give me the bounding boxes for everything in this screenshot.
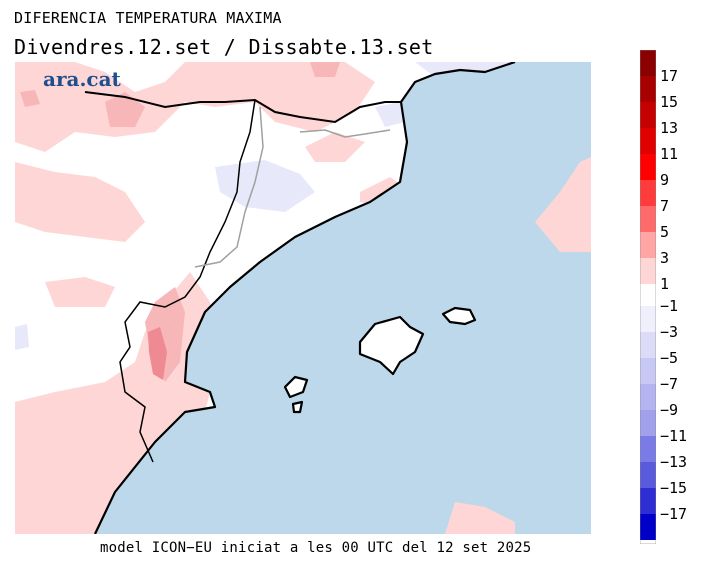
legend-swatch-negative — [640, 358, 656, 384]
warm-anomaly-stronger — [20, 62, 340, 382]
map-subtitle: Divendres.12.set / Dissabte.13.set — [14, 35, 434, 59]
legend-swatch-positive — [640, 76, 656, 102]
legend-label-negative: −9 — [660, 401, 679, 419]
legend-swatch-negative — [640, 306, 656, 332]
island-menorca — [441, 306, 477, 326]
legend-label-positive: 3 — [660, 249, 670, 267]
legend-negative-swatches — [640, 306, 656, 540]
border-regional-grey — [194, 106, 391, 268]
legend-swatch-positive — [640, 232, 656, 258]
warm-anomaly-sea — [445, 157, 591, 534]
legend-positive-swatches — [640, 50, 656, 284]
legend-swatch-positive — [640, 154, 656, 180]
legend-swatch-negative — [640, 514, 656, 540]
model-info-footer: model ICON−EU iniciat a les 00 UTC del 1… — [100, 540, 532, 556]
legend-swatch-negative — [640, 462, 656, 488]
legend-label-negative: −7 — [660, 375, 679, 393]
legend-label-negative: −5 — [660, 349, 679, 367]
legend-gap — [640, 288, 656, 306]
legend-label-positive: 11 — [660, 145, 679, 163]
legend-label-negative: −13 — [660, 453, 688, 471]
legend-swatch-positive — [640, 50, 656, 76]
temperature-difference-map — [15, 62, 591, 534]
border-catalonia-aragon — [119, 99, 256, 463]
island-mallorca — [358, 315, 425, 376]
island-formentera — [291, 400, 304, 414]
coastline — [94, 62, 516, 534]
legend-label-negative: −17 — [660, 505, 688, 523]
legend-label-positive: 5 — [660, 223, 670, 241]
legend-label-positive: 17 — [660, 67, 679, 85]
map-title: DIFERENCIA TEMPERATURA MAXIMA — [14, 9, 282, 27]
legend-swatch-negative — [640, 410, 656, 436]
legend-label-negative: −1 — [660, 297, 679, 315]
legend-label-positive: 7 — [660, 197, 670, 215]
island-ibiza — [283, 375, 309, 399]
border-france-spain — [84, 91, 401, 124]
legend-swatch-negative — [640, 384, 656, 410]
color-legend-bar — [640, 50, 656, 544]
sea — [95, 62, 591, 534]
legend-swatch-negative — [640, 436, 656, 462]
legend-swatch-positive — [640, 180, 656, 206]
legend-label-positive: 13 — [660, 119, 679, 137]
legend-label-negative: −15 — [660, 479, 688, 497]
legend-swatch-positive — [640, 258, 656, 284]
ara-cat-logo: ara.cat — [43, 67, 121, 91]
legend-swatch-negative — [640, 488, 656, 514]
legend-swatch-positive — [640, 128, 656, 154]
legend-label-positive: 15 — [660, 93, 679, 111]
legend-label-positive: 9 — [660, 171, 670, 189]
balearic-islands — [283, 306, 477, 414]
legend-label-negative: −11 — [660, 427, 688, 445]
legend-label-positive: 1 — [660, 275, 670, 293]
warm-anomaly-strongest — [148, 327, 167, 380]
legend-swatch-positive — [640, 102, 656, 128]
legend-label-negative: −3 — [660, 323, 679, 341]
legend-swatch-positive — [640, 206, 656, 232]
legend-swatch-negative — [640, 332, 656, 358]
